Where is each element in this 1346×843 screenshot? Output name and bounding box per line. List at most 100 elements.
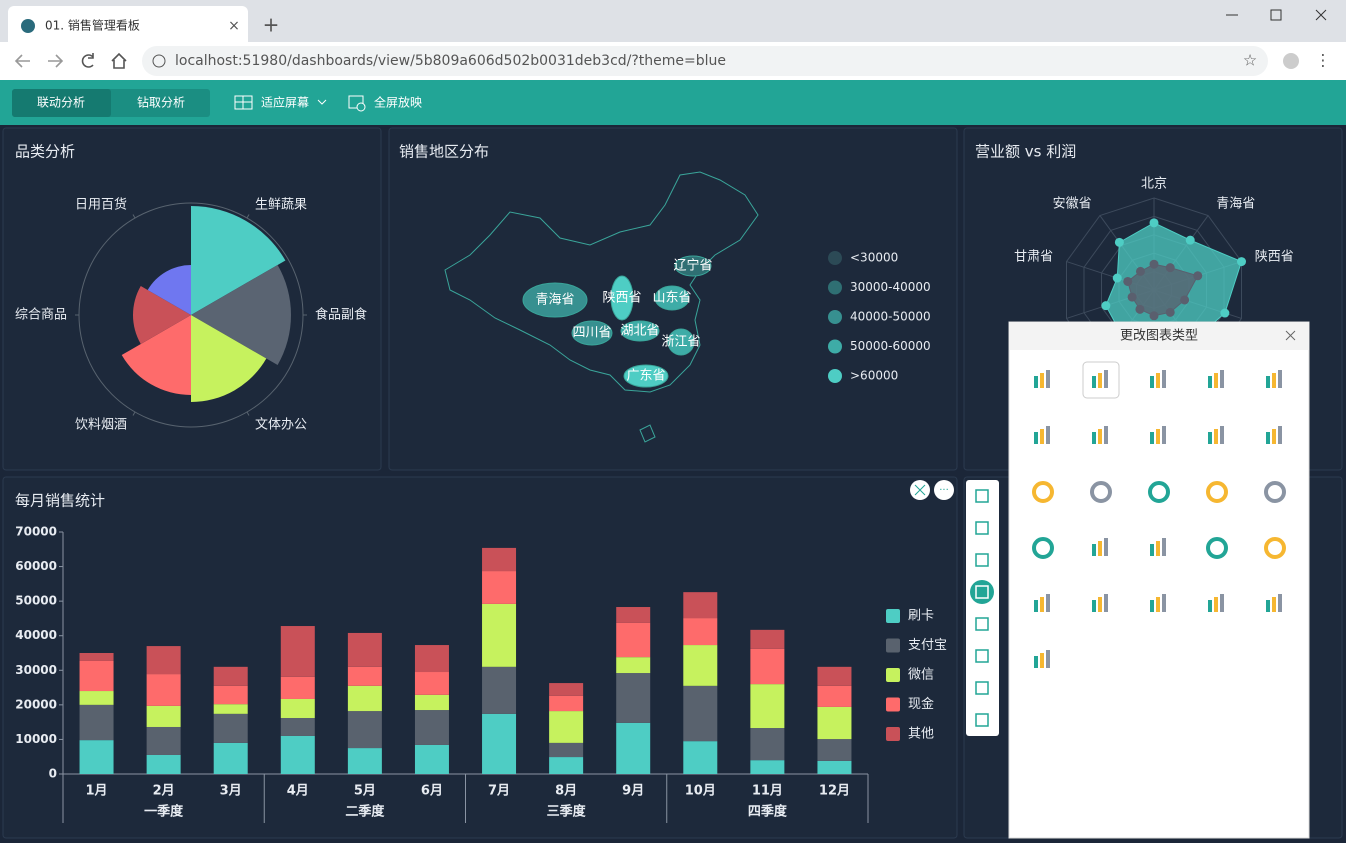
- chart-type-icon[interactable]: [1150, 376, 1154, 388]
- chart-type-icon[interactable]: [1098, 373, 1102, 388]
- bar-segment[interactable]: [213, 685, 248, 705]
- legend-swatch[interactable]: [886, 668, 900, 682]
- button-label[interactable]: 全屏放映: [374, 95, 422, 110]
- bar-segment[interactable]: [414, 710, 449, 745]
- chart-type-icon[interactable]: [1104, 538, 1108, 556]
- legend-swatch[interactable]: [886, 727, 900, 741]
- chart-type-icon[interactable]: [1264, 481, 1286, 503]
- chart-type-icon[interactable]: [1214, 429, 1218, 444]
- bar-segment[interactable]: [616, 622, 651, 658]
- chart-type-icon[interactable]: [1162, 426, 1166, 444]
- close-window[interactable]: [1315, 9, 1327, 21]
- tool-icon[interactable]: [975, 649, 989, 663]
- tool-icon[interactable]: [975, 553, 989, 567]
- province[interactable]: [571, 320, 613, 346]
- chart-type-icon[interactable]: [1272, 373, 1276, 388]
- bar-segment[interactable]: [817, 685, 852, 707]
- legend-swatch[interactable]: [828, 369, 842, 383]
- tool-icon[interactable]: [975, 617, 989, 631]
- chart-type-icon[interactable]: [1092, 376, 1096, 388]
- bar-segment[interactable]: [146, 674, 181, 706]
- bar-segment[interactable]: [347, 685, 382, 712]
- chart-type-icon[interactable]: [1098, 541, 1102, 556]
- chart-type-icon[interactable]: [1098, 597, 1102, 612]
- chart-type-icon[interactable]: [1040, 597, 1044, 612]
- chart-type-icon[interactable]: [1090, 481, 1112, 503]
- chart-type-icon[interactable]: [1046, 650, 1050, 668]
- bar-segment[interactable]: [482, 603, 517, 667]
- legend-label[interactable]: >60000: [850, 369, 898, 383]
- chart-type-icon[interactable]: [1278, 594, 1282, 612]
- province[interactable]: [522, 282, 588, 318]
- legend-label[interactable]: <30000: [850, 251, 898, 265]
- bar-segment[interactable]: [482, 666, 517, 714]
- bar-segment[interactable]: [79, 704, 114, 741]
- legend-label[interactable]: 支付宝: [908, 638, 947, 653]
- chart-type-icon[interactable]: [1046, 370, 1050, 388]
- chart-type-icon[interactable]: [1272, 597, 1276, 612]
- bar-segment[interactable]: [683, 685, 718, 742]
- chart-type-icon[interactable]: [1278, 370, 1282, 388]
- dialog-close[interactable]: [1285, 330, 1296, 341]
- tool-icon[interactable]: [975, 521, 989, 535]
- bar-segment[interactable]: [683, 645, 718, 686]
- chart-type-icon[interactable]: [1156, 429, 1160, 444]
- legend-label[interactable]: 现金: [908, 696, 934, 712]
- chart-type-icon[interactable]: [1104, 426, 1108, 444]
- chart-type-icon[interactable]: [1032, 481, 1054, 503]
- bar-segment[interactable]: [347, 632, 382, 667]
- legend-label[interactable]: 其他: [908, 727, 934, 742]
- bar-segment[interactable]: [414, 672, 449, 695]
- legend-label[interactable]: 40000-50000: [850, 310, 931, 324]
- bar-segment[interactable]: [79, 740, 114, 774]
- legend-label[interactable]: 50000-60000: [850, 339, 931, 353]
- bar-segment[interactable]: [79, 660, 114, 692]
- legend-swatch[interactable]: [828, 251, 842, 265]
- chart-type-icon[interactable]: [1034, 656, 1038, 668]
- bar-segment[interactable]: [482, 713, 517, 774]
- bar-segment[interactable]: [414, 645, 449, 673]
- tab[interactable]: [8, 6, 248, 42]
- chart-type-icon[interactable]: [1272, 429, 1276, 444]
- button-active[interactable]: [12, 89, 111, 117]
- province[interactable]: [674, 255, 712, 277]
- province[interactable]: [667, 328, 695, 356]
- bar-segment[interactable]: [750, 728, 785, 761]
- chart-type-icon[interactable]: [1150, 600, 1154, 612]
- bar-segment[interactable]: [79, 653, 114, 661]
- chart-type-icon[interactable]: [1214, 373, 1218, 388]
- forward[interactable]: [48, 54, 64, 68]
- bar-segment[interactable]: [213, 666, 248, 686]
- button-label[interactable]: 联动分析: [37, 96, 85, 110]
- bar-segment[interactable]: [146, 726, 181, 755]
- bar-segment[interactable]: [146, 646, 181, 675]
- chart-type-icon[interactable]: [1162, 538, 1166, 556]
- bar-segment[interactable]: [817, 706, 852, 740]
- tool-icon[interactable]: [975, 489, 989, 503]
- bar-segment[interactable]: [213, 742, 248, 774]
- legend-label[interactable]: 刷卡: [908, 609, 934, 624]
- bookmark[interactable]: ☆: [1243, 51, 1257, 70]
- chart-type-icon[interactable]: [1208, 432, 1212, 444]
- province[interactable]: [623, 364, 669, 388]
- bar-segment[interactable]: [280, 735, 315, 774]
- province[interactable]: [610, 275, 634, 321]
- bar-segment[interactable]: [549, 695, 584, 712]
- chart-type-icon[interactable]: [1034, 600, 1038, 612]
- bar-segment[interactable]: [817, 739, 852, 761]
- new-tab[interactable]: +: [263, 13, 280, 37]
- chart-type-icon[interactable]: [1092, 432, 1096, 444]
- chart-type-icon[interactable]: [1266, 432, 1270, 444]
- chart-type-icon[interactable]: [1206, 537, 1228, 559]
- bar-segment[interactable]: [347, 711, 382, 749]
- province[interactable]: [620, 320, 660, 342]
- bar-segment[interactable]: [750, 648, 785, 685]
- bar-segment[interactable]: [146, 754, 181, 774]
- legend-label[interactable]: 30000-40000: [850, 280, 931, 294]
- bar-segment[interactable]: [280, 626, 315, 677]
- bar-segment[interactable]: [280, 717, 315, 736]
- chart-type-icon[interactable]: [1098, 429, 1102, 444]
- bar-segment[interactable]: [414, 694, 449, 711]
- bar-segment[interactable]: [549, 711, 584, 743]
- bar-segment[interactable]: [347, 666, 382, 686]
